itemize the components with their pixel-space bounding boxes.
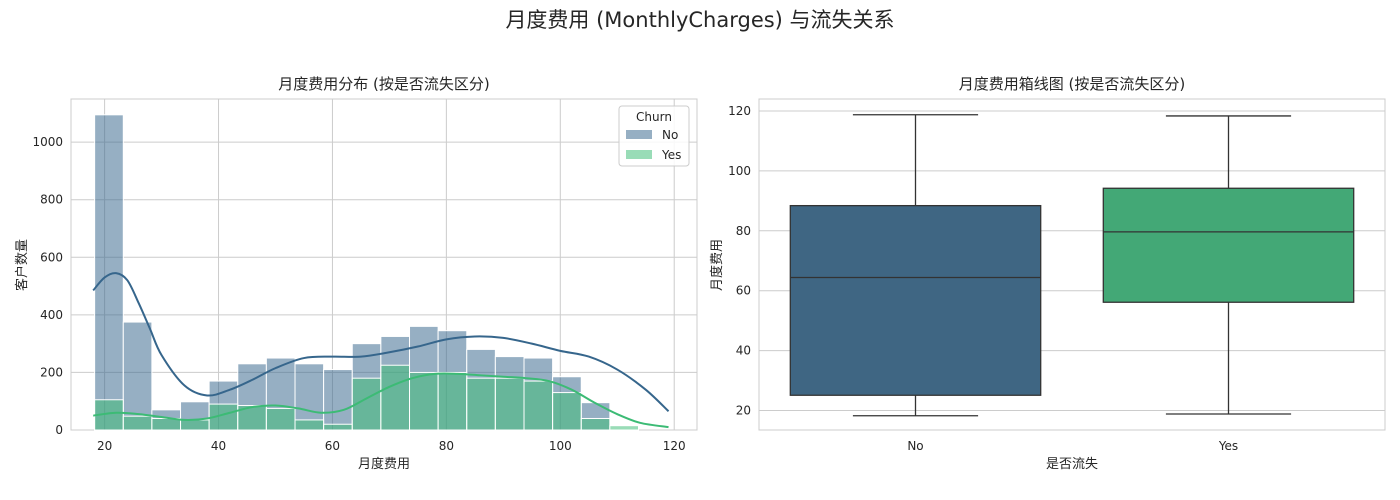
boxplot-boxes: [789, 114, 1355, 417]
box-yes: [1102, 187, 1355, 303]
boxplot-y-tick-label: 100: [728, 164, 751, 178]
boxplot-y-label: 月度费用: [709, 239, 725, 291]
legend-title: Churn: [636, 110, 672, 124]
histogram-legend: Churn No Yes: [618, 105, 690, 167]
histogram-kde-lines: [92, 272, 670, 429]
histogram-bar-no: [94, 114, 124, 431]
histogram-series-yes: [94, 364, 640, 431]
histogram-y-label: 客户数量: [14, 239, 30, 291]
boxplot-x-ticks: No Yes: [907, 439, 1238, 453]
boxplot-x-tick-label: Yes: [1218, 439, 1238, 453]
boxplot-y-tick-label: 20: [736, 404, 751, 418]
boxplot-y-tick-label: 60: [736, 284, 751, 298]
boxplot-subplot: No Yes 20 40 60 80 100 120 月度费用箱线图 (按是否流失区分) 是…: [709, 75, 1386, 472]
boxplot-x-tick-label: No: [907, 439, 923, 453]
kde-line-yes: [93, 372, 669, 429]
histogram-bar-no: [122, 321, 153, 431]
histogram-y-ticks: 0 200 400 600 800 1000: [32, 135, 63, 437]
legend-label-no: No: [662, 128, 678, 142]
histogram-x-tick-label: 60: [325, 439, 340, 453]
histogram-bar-no: [294, 363, 325, 431]
histogram-bar-yes: [151, 417, 182, 431]
histogram-bar-yes: [237, 405, 267, 431]
histogram-bar-no: [323, 369, 353, 431]
histogram-y-tick-label: 800: [40, 193, 63, 207]
histogram-x-tick-label: 100: [549, 439, 572, 453]
histogram-y-tick-label: 0: [55, 423, 63, 437]
kde-line-no: [92, 272, 670, 413]
figure-title: 月度费用 (MonthlyCharges) 与流失关系: [505, 8, 895, 32]
histogram-x-ticks: 20 40 60 80 100 120: [97, 439, 686, 453]
histogram-bar-yes: [494, 377, 525, 431]
histogram-bar-yes: [523, 380, 554, 431]
histogram-y-tick-label: 600: [40, 250, 63, 264]
legend-swatch-yes: [626, 150, 652, 159]
legend-swatch-no: [626, 130, 652, 139]
histogram-bar-yes: [466, 377, 496, 431]
boxplot-title: 月度费用箱线图 (按是否流失区分): [959, 75, 1185, 93]
histogram-y-tick-label: 400: [40, 308, 63, 322]
histogram-bar-yes: [265, 407, 296, 431]
boxplot-y-tick-label: 40: [736, 344, 751, 358]
histogram-bar-yes: [580, 417, 611, 431]
histogram-bar-yes: [323, 423, 353, 431]
histogram-bar-yes: [180, 419, 210, 431]
histogram-bar-yes: [437, 371, 468, 431]
boxplot-y-ticks: 20 40 60 80 100 120: [728, 104, 751, 418]
histogram-bar-yes: [409, 371, 439, 431]
histogram-bar-yes: [294, 419, 325, 431]
histogram-x-tick-label: 120: [663, 439, 686, 453]
histogram-subplot: 20 40 60 80 100 120 0 200 400 600 800 1000 月度费用分布 …: [14, 75, 698, 472]
boxplot-y-tick-label: 80: [736, 224, 751, 238]
histogram-bar-yes: [609, 425, 640, 431]
histogram-x-label: 月度费用: [358, 456, 410, 472]
legend-label-yes: Yes: [661, 148, 681, 162]
box-no: [789, 204, 1042, 396]
boxplot-x-label: 是否流失: [1046, 457, 1098, 472]
histogram-bar-yes: [380, 364, 411, 431]
boxplot-y-tick-label: 120: [728, 104, 751, 118]
histogram-bar-yes: [552, 392, 582, 431]
histogram-title: 月度费用分布 (按是否流失区分): [278, 75, 489, 93]
histogram-y-tick-label: 200: [40, 365, 63, 379]
histogram-y-tick-label: 1000: [32, 135, 63, 149]
histogram-x-tick-label: 40: [211, 439, 226, 453]
histogram-x-tick-label: 80: [439, 439, 454, 453]
histogram-x-tick-label: 20: [97, 439, 112, 453]
histogram-bar-yes: [122, 415, 153, 431]
